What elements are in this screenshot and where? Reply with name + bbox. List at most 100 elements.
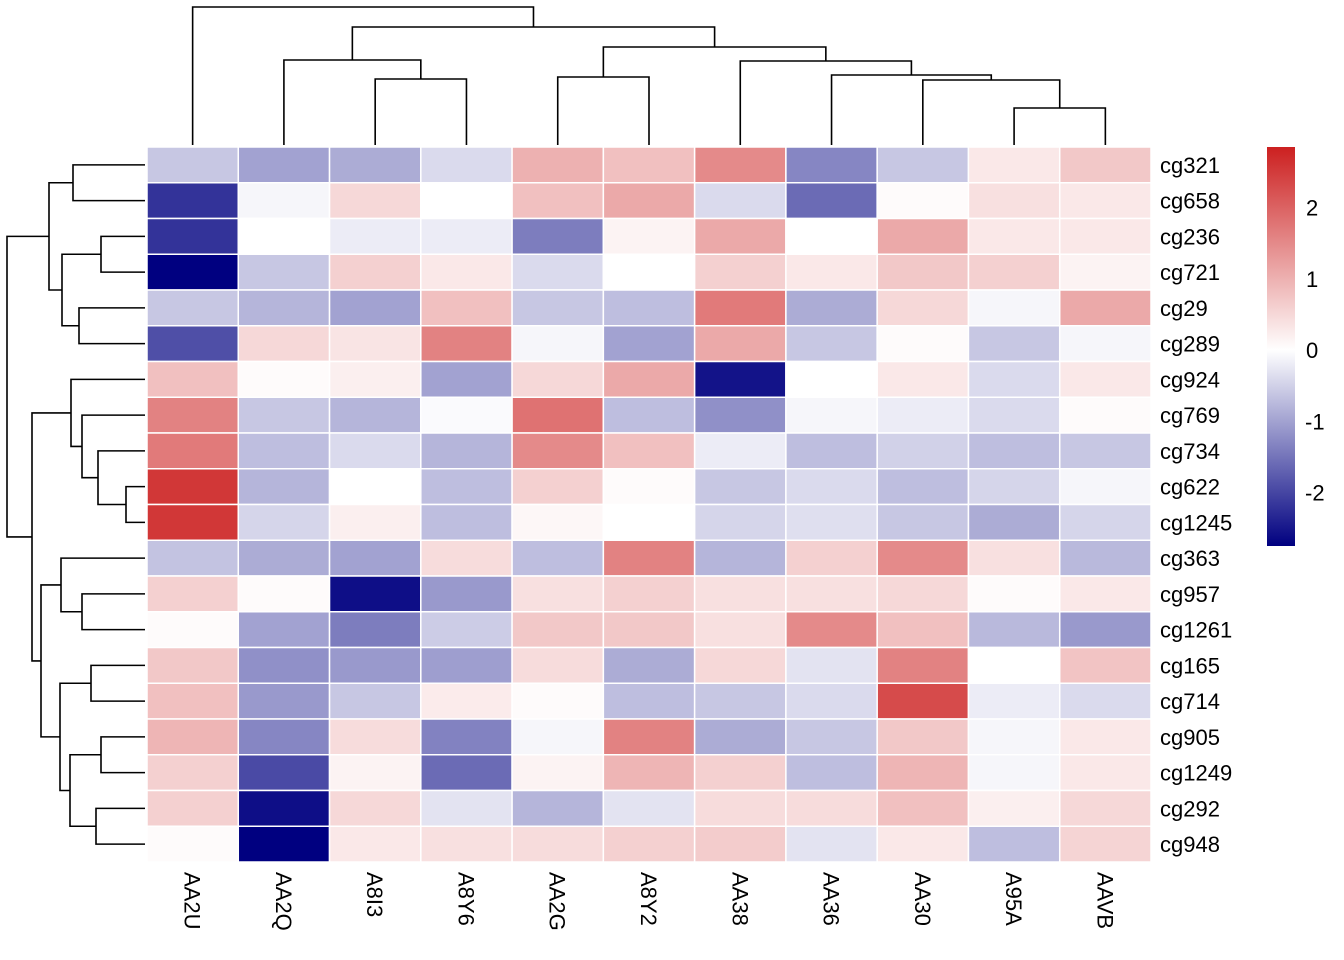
heatmap-cell-cg658-AAVB (1058, 182, 1152, 220)
heatmap-cell-cg714-AAVB (1058, 682, 1152, 720)
heatmap-cell-cg714-A8Y2 (602, 682, 696, 720)
heatmap-cell-cg714-AA2G (511, 682, 605, 720)
column-label: A95A (1001, 872, 1026, 926)
heatmap-cell-cg236-AAVB (1058, 217, 1152, 255)
heatmap-cell-cg292-AA30 (876, 789, 970, 827)
heatmap-cell-cg905-A8Y6 (420, 718, 513, 756)
heatmap-cell-cg622-AA2U (146, 468, 240, 506)
heatmap-cell-cg905-AA30 (876, 718, 970, 756)
color-legend: 2 1 0 -1 -2 (1267, 147, 1325, 546)
heatmap-cell-cg948-AA2G (511, 825, 605, 863)
heatmap-cell-cg165-A8I3 (328, 646, 422, 684)
column-dendrogram (191, 6, 1107, 145)
heatmap-cell-cg622-AAVB (1058, 468, 1152, 506)
heatmap-cell-cg905-AA38 (693, 718, 787, 756)
heatmap-cell-cg957-AAVB (1058, 575, 1152, 613)
heatmap-cell-cg734-AA2G (511, 432, 605, 470)
heatmap-cell-cg734-AA2Q (237, 432, 331, 470)
heatmap-cell-cg289-A95A (967, 325, 1061, 363)
heatmap-cell-cg363-A8Y6 (420, 539, 513, 577)
heatmap-cell-cg321-A8Y6 (420, 146, 513, 184)
heatmap-cell-cg905-AA36 (785, 718, 878, 756)
heatmap-cell-cg1249-AA2Q (237, 754, 331, 792)
row-dendro-branch (97, 450, 145, 506)
heatmap-cell-cg924-AA2Q (237, 360, 331, 398)
legend-tick-label: 0 (1306, 338, 1318, 363)
heatmap-cell-cg165-AA2U (146, 646, 240, 684)
heatmap-cell-cg658-AA2G (511, 182, 605, 220)
heatmap-cell-cg236-A8Y6 (420, 217, 513, 255)
heatmap-cell-cg363-AA38 (693, 539, 787, 577)
heatmap-cell-cg1245-A95A (967, 503, 1061, 541)
heatmap-cell-cg905-A95A (967, 718, 1061, 756)
heatmap-cell-cg924-AA2U (146, 360, 240, 398)
heatmap-cell-cg957-A8Y6 (420, 575, 513, 613)
heatmap-cell-cg29-AAVB (1058, 289, 1152, 327)
heatmap-cell-cg292-A8Y2 (602, 789, 696, 827)
heatmap-cell-cg289-AAVB (1058, 325, 1152, 363)
row-label: cg165 (1160, 653, 1220, 678)
column-label: A8I3 (362, 872, 387, 917)
heatmap-cell-cg957-A8Y2 (602, 575, 696, 613)
heatmap-cell-cg1261-AA36 (785, 611, 878, 649)
heatmap-cell-cg1261-A8Y6 (420, 611, 513, 649)
legend-tick-label: 1 (1306, 267, 1318, 292)
heatmap-cell-cg658-AA30 (876, 182, 970, 220)
heatmap-cell-cg622-A8I3 (328, 468, 422, 506)
heatmap-cell-cg948-A8I3 (328, 825, 422, 863)
heatmap-cell-cg948-A8Y2 (602, 825, 696, 863)
heatmap-cell-cg769-AA30 (876, 396, 970, 434)
heatmap-cell-cg321-AA36 (785, 146, 878, 184)
heatmap-cell-cg622-A8Y2 (602, 468, 696, 506)
row-dendro-branch (60, 557, 145, 613)
heatmap-cell-cg165-AAVB (1058, 646, 1152, 684)
heatmap-cell-cg721-AA36 (785, 253, 878, 291)
row-label: cg714 (1160, 689, 1220, 714)
heatmap-cell-cg363-AA2U (146, 539, 240, 577)
heatmap-cell-cg957-AA2Q (237, 575, 331, 613)
row-label: cg622 (1160, 475, 1220, 500)
heatmap-cell-cg622-A95A (967, 468, 1061, 506)
heatmap-cell-cg905-A8I3 (328, 718, 422, 756)
heatmap-cell-cg957-AA2U (146, 575, 240, 613)
heatmap-cell-cg714-AA36 (785, 682, 878, 720)
heatmap-cell-cg734-A95A (967, 432, 1061, 470)
heatmap-cell-cg957-A8I3 (328, 575, 422, 613)
heatmap-cell-cg292-AAVB (1058, 789, 1152, 827)
heatmap-cell-cg165-A95A (967, 646, 1061, 684)
heatmap-cell-cg236-A8Y2 (602, 217, 696, 255)
heatmap-cell-cg622-A8Y6 (420, 468, 513, 506)
heatmap-cell-cg236-AA2Q (237, 217, 331, 255)
heatmap-cell-cg1245-AAVB (1058, 503, 1152, 541)
heatmap-cell-cg721-A8Y2 (602, 253, 696, 291)
heatmap-cell-cg1245-AA2Q (237, 503, 331, 541)
heatmap-cell-cg321-AA30 (876, 146, 970, 184)
column-label: AA38 (727, 872, 752, 926)
col-dendro-branch (922, 79, 1061, 145)
row-label: cg1261 (1160, 618, 1232, 643)
heatmap-cell-cg948-AA38 (693, 825, 787, 863)
heatmap-cell-cg714-AA2Q (237, 682, 331, 720)
row-dendro-branch (81, 414, 145, 479)
heatmap-cell-cg714-AA2U (146, 682, 240, 720)
col-dendro-branch (602, 46, 827, 77)
heatmap-cell-cg948-AA30 (876, 825, 970, 863)
legend-tick-label: -1 (1305, 409, 1325, 434)
heatmap-cell-cg29-A8Y2 (602, 289, 696, 327)
row-labels: cg321 cg658 cg236 cg721 cg29 cg289 cg924 cg769 c… (1160, 153, 1232, 857)
heatmap-cell-cg1249-AA2U (146, 754, 240, 792)
heatmap-cell-cg721-A8I3 (328, 253, 422, 291)
row-dendro-branch (61, 253, 101, 327)
heatmap-cell-cg948-AA2U (146, 825, 240, 863)
heatmap-cell-cg289-A8Y2 (602, 325, 696, 363)
heatmap-cell-cg1261-AA2G (511, 611, 605, 649)
heatmap-cell-cg1249-A95A (967, 754, 1061, 792)
row-label: cg1245 (1160, 510, 1232, 535)
heatmap-cell-cg29-A8I3 (328, 289, 422, 327)
heatmap-cell-cg29-AA2U (146, 289, 240, 327)
col-dendro-branch (556, 76, 650, 145)
heatmap-cell-cg29-AA30 (876, 289, 970, 327)
heatmap-cell-cg905-AA2Q (237, 718, 331, 756)
heatmap-cell-cg289-AA36 (785, 325, 878, 363)
col-dendro-branch (351, 26, 716, 60)
